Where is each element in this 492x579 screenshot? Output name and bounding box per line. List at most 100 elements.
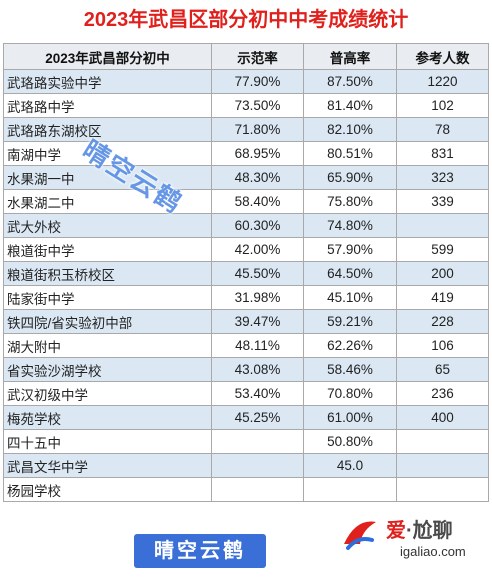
model-rate-cell: 42.00% — [211, 237, 304, 262]
examinee-count-cell — [396, 477, 489, 502]
general-high-rate-cell: 80.51% — [303, 141, 397, 166]
general-high-rate-cell: 45.0 — [303, 453, 397, 478]
logo-name: 爱·尬聊 — [386, 520, 453, 542]
school-cell: 省实验沙湖学校 — [3, 357, 212, 382]
table-row: 水果湖二中 58.40% 75.80% 339 — [3, 189, 489, 214]
school-cell: 粮道街积玉桥校区 — [3, 261, 212, 286]
page-title: 2023年武昌区部分初中中考成绩统计 — [83, 9, 409, 31]
table-row: 四十五中 50.80% — [3, 429, 489, 454]
school-cell: 粮道街中学 — [3, 237, 212, 262]
school-cell: 梅苑学校 — [3, 405, 212, 430]
examinee-count-cell: 1220 — [396, 69, 489, 94]
model-rate-cell: 48.11% — [211, 333, 304, 358]
table-row: 武汉初级中学 53.40% 70.80% 236 — [3, 381, 489, 406]
school-cell: 武珞路中学 — [3, 93, 212, 118]
watermark-label: 晴空云鹤 — [134, 534, 266, 568]
general-high-rate-cell: 87.50% — [303, 69, 397, 94]
examinee-count-cell: 236 — [396, 381, 489, 406]
model-rate-cell — [211, 429, 304, 454]
general-high-rate-cell: 70.80% — [303, 381, 397, 406]
school-cell: 武珞路实验中学 — [3, 69, 212, 94]
model-rate-cell: 60.30% — [211, 213, 304, 238]
header-general-high-rate: 普高率 — [303, 43, 397, 70]
examinee-count-cell: 339 — [396, 189, 489, 214]
table-row: 武昌文华中学 45.0 — [3, 453, 489, 478]
table-body: 武珞路实验中学 77.90% 87.50% 1220 武珞路中学 73.50% 81.40%… — [3, 69, 489, 502]
general-high-rate-cell: 81.40% — [303, 93, 397, 118]
model-rate-cell: 77.90% — [211, 69, 304, 94]
school-cell: 武昌文华中学 — [3, 453, 212, 478]
examinee-count-cell: 65 — [396, 357, 489, 382]
header-model-rate: 示范率 — [211, 43, 304, 70]
table-row: 铁四院/省实验初中部 39.47% 59.21% 228 — [3, 309, 489, 334]
model-rate-cell: 48.30% — [211, 165, 304, 190]
table-row: 陆家街中学 31.98% 45.10% 419 — [3, 285, 489, 310]
examinee-count-cell — [396, 453, 489, 478]
general-high-rate-cell: 59.21% — [303, 309, 397, 334]
general-high-rate-cell: 61.00% — [303, 405, 397, 430]
school-cell: 陆家街中学 — [3, 285, 212, 310]
general-high-rate-cell: 50.80% — [303, 429, 397, 454]
model-rate-cell: 43.08% — [211, 357, 304, 382]
school-cell: 水果湖二中 — [3, 189, 212, 214]
general-high-rate-cell: 75.80% — [303, 189, 397, 214]
general-high-rate-cell: 57.90% — [303, 237, 397, 262]
school-cell: 湖大附中 — [3, 333, 212, 358]
model-rate-cell: 53.40% — [211, 381, 304, 406]
model-rate-cell: 31.98% — [211, 285, 304, 310]
table-row: 粮道街中学 42.00% 57.90% 599 — [3, 237, 489, 262]
table-row: 南湖中学 68.95% 80.51% 831 — [3, 141, 489, 166]
table-row: 武珞路中学 73.50% 81.40% 102 — [3, 93, 489, 118]
table-row: 粮道街积玉桥校区 45.50% 64.50% 200 — [3, 261, 489, 286]
examinee-count-cell: 400 — [396, 405, 489, 430]
examinee-count-cell: 200 — [396, 261, 489, 286]
school-cell: 武珞路东湖校区 — [3, 117, 212, 142]
model-rate-cell — [211, 477, 304, 502]
logo-site: igaliao.com — [400, 544, 466, 559]
examinee-count-cell — [396, 213, 489, 238]
brand-logo-icon — [344, 521, 376, 550]
general-high-rate-cell: 82.10% — [303, 117, 397, 142]
examinee-count-cell: 228 — [396, 309, 489, 334]
model-rate-cell: 58.40% — [211, 189, 304, 214]
model-rate-cell: 68.95% — [211, 141, 304, 166]
examinee-count-cell — [396, 429, 489, 454]
school-cell: 铁四院/省实验初中部 — [3, 309, 212, 334]
general-high-rate-cell: 64.50% — [303, 261, 397, 286]
examinee-count-cell: 323 — [396, 165, 489, 190]
header-school: 2023年武昌部分初中 — [3, 43, 212, 70]
header-examinee-count: 参考人数 — [396, 43, 489, 70]
examinee-count-cell: 831 — [396, 141, 489, 166]
model-rate-cell: 45.50% — [211, 261, 304, 286]
general-high-rate-cell: 74.80% — [303, 213, 397, 238]
site-logo: 爱·尬聊 igaliao.com — [336, 510, 488, 570]
school-cell: 水果湖一中 — [3, 165, 212, 190]
table-row: 湖大附中 48.11% 62.26% 106 — [3, 333, 489, 358]
examinee-count-cell: 102 — [396, 93, 489, 118]
examinee-count-cell: 599 — [396, 237, 489, 262]
school-cell: 四十五中 — [3, 429, 212, 454]
table-row: 武珞路实验中学 77.90% 87.50% 1220 — [3, 69, 489, 94]
general-high-rate-cell: 62.26% — [303, 333, 397, 358]
general-high-rate-cell: 65.90% — [303, 165, 397, 190]
table-row: 省实验沙湖学校 43.08% 58.46% 65 — [3, 357, 489, 382]
model-rate-cell: 71.80% — [211, 117, 304, 142]
examinee-count-cell: 78 — [396, 117, 489, 142]
table-row: 武珞路东湖校区 71.80% 82.10% 78 — [3, 117, 489, 142]
model-rate-cell — [211, 453, 304, 478]
model-rate-cell: 45.25% — [211, 405, 304, 430]
examinee-count-cell: 106 — [396, 333, 489, 358]
table-row: 杨园学校 — [3, 477, 489, 502]
general-high-rate-cell: 58.46% — [303, 357, 397, 382]
school-cell: 武大外校 — [3, 213, 212, 238]
model-rate-cell: 39.47% — [211, 309, 304, 334]
school-cell: 杨园学校 — [3, 477, 212, 502]
general-high-rate-cell: 45.10% — [303, 285, 397, 310]
general-high-rate-cell — [303, 477, 397, 502]
scores-table: 2023年武昌部分初中 示范率 普高率 参考人数 武珞路实验中学 77.90% 87… — [3, 43, 489, 502]
model-rate-cell: 73.50% — [211, 93, 304, 118]
school-cell: 武汉初级中学 — [3, 381, 212, 406]
examinee-count-cell: 419 — [396, 285, 489, 310]
table-row: 梅苑学校 45.25% 61.00% 400 — [3, 405, 489, 430]
table-row: 水果湖一中 48.30% 65.90% 323 — [3, 165, 489, 190]
